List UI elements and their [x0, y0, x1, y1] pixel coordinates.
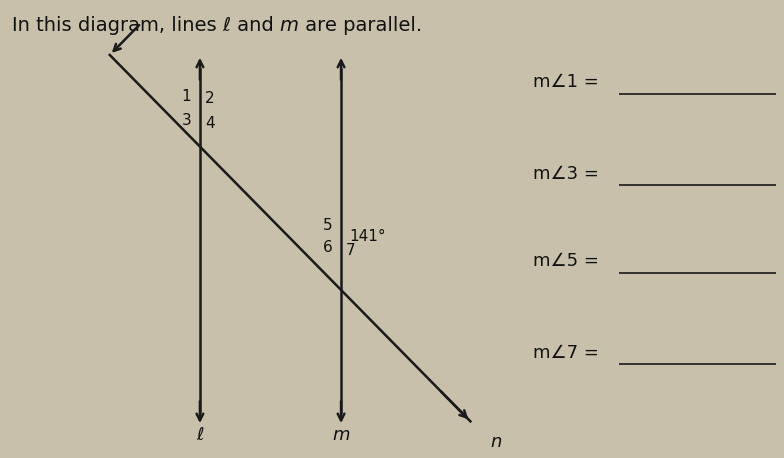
Text: 3: 3 [182, 113, 191, 128]
Text: 4: 4 [205, 116, 215, 131]
Text: m∠7 =: m∠7 = [533, 344, 599, 362]
Text: m∠3 =: m∠3 = [533, 165, 599, 183]
Text: m∠1 =: m∠1 = [533, 73, 599, 92]
Text: In this diagram, lines: In this diagram, lines [12, 16, 223, 35]
Text: m∠5 =: m∠5 = [533, 252, 599, 270]
Text: 141°: 141° [350, 229, 387, 244]
Text: are parallel.: are parallel. [299, 16, 422, 35]
Text: 5: 5 [323, 218, 332, 233]
Text: 1: 1 [182, 89, 191, 104]
Text: $\ell$: $\ell$ [196, 426, 204, 444]
Text: $m$: $m$ [332, 426, 350, 444]
Text: 7: 7 [347, 243, 356, 258]
Text: and: and [230, 16, 280, 35]
Text: $n$: $n$ [490, 433, 503, 451]
Text: ℓ: ℓ [223, 16, 230, 35]
Text: m: m [280, 16, 299, 35]
Text: 6: 6 [323, 240, 332, 255]
Text: 2: 2 [205, 91, 215, 106]
